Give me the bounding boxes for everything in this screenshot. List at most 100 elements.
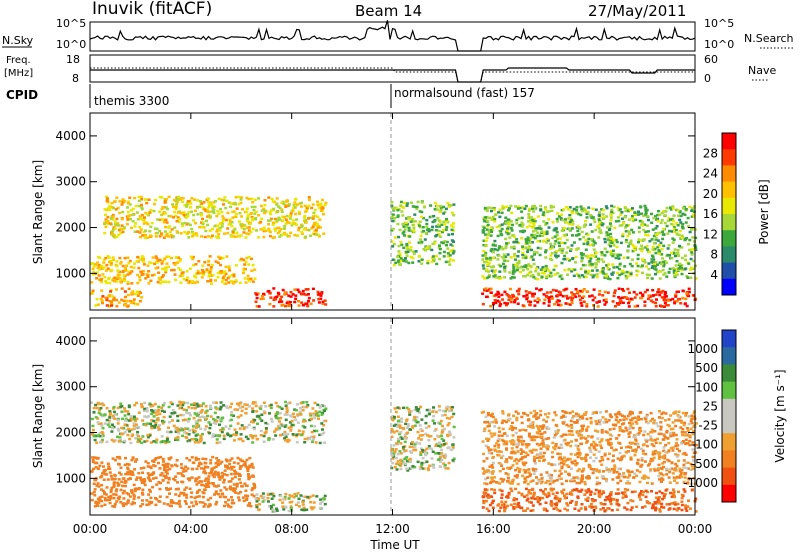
velocity-echo-cell xyxy=(178,505,182,508)
power-echo-cell xyxy=(226,227,230,230)
freq-tick-low: 8 xyxy=(72,72,79,85)
power-echo-cell xyxy=(566,273,569,276)
velocity-echo-cell xyxy=(177,431,181,435)
velocity-echo-cell xyxy=(262,434,266,438)
velocity-echo-cell xyxy=(236,456,240,460)
velocity-echo-cell xyxy=(590,505,594,509)
velocity-echo-cell xyxy=(178,407,182,410)
velocity-echo-cell xyxy=(566,504,570,507)
power-echo-cell xyxy=(119,231,123,235)
power-echo-cell xyxy=(641,247,644,250)
power-echo-cell xyxy=(235,207,239,210)
velocity-echo-cell xyxy=(248,405,251,408)
power-echo-cell xyxy=(657,288,661,291)
velocity-echo-cell xyxy=(235,485,239,488)
power-echo-cell xyxy=(498,245,502,248)
power-echo-cell xyxy=(208,271,212,274)
power-echo-cell xyxy=(529,265,533,268)
velocity-echo-cell xyxy=(498,488,502,492)
power-echo-cell xyxy=(570,227,574,230)
power-echo-cell xyxy=(623,265,627,268)
power-echo-cell xyxy=(520,237,524,240)
power-echo-cell xyxy=(303,216,306,219)
power-echo-cell xyxy=(302,228,306,231)
power-echo-cell xyxy=(640,258,644,261)
power-echo-cell xyxy=(612,294,616,298)
velocity-echo-cell xyxy=(117,478,121,481)
power-echo-cell xyxy=(660,253,664,256)
velocity-echo-cell xyxy=(289,506,293,510)
velocity-echo-cell xyxy=(399,452,403,455)
power-echo-cell xyxy=(142,260,146,263)
power-echo-cell xyxy=(602,260,606,264)
power-echo-cell xyxy=(597,214,601,217)
power-echo-cell xyxy=(272,298,276,302)
velocity-echo-cell xyxy=(220,460,224,464)
velocity-echo-cell xyxy=(274,434,278,437)
power-echo-cell xyxy=(493,208,497,211)
power-echo-cell xyxy=(208,210,211,214)
power-echo-cell xyxy=(486,270,490,273)
velocity-echo-cell xyxy=(411,425,415,428)
power-echo-cell xyxy=(246,214,250,217)
power-echo-cell xyxy=(505,205,509,209)
power-echo-cell xyxy=(136,281,140,285)
power-echo-cell xyxy=(413,205,417,209)
velocity-echo-cell xyxy=(288,401,292,404)
velocity-echo-cell xyxy=(143,401,147,405)
power-echo-cell xyxy=(438,210,442,214)
velocity-echo-cell xyxy=(184,502,188,505)
power-echo-cell xyxy=(627,245,630,248)
power-echo-cell xyxy=(195,234,199,237)
power-echo-cell xyxy=(526,236,530,239)
velocity-echo-cell xyxy=(177,499,181,503)
power-echo-cell xyxy=(565,205,569,209)
velocity-echo-cell xyxy=(393,415,396,419)
power-echo-cell xyxy=(186,231,190,234)
velocity-echo-cell xyxy=(251,410,255,413)
power-echo-cell xyxy=(574,255,578,259)
velocity-echo-cell xyxy=(232,489,236,493)
power-echo-cell xyxy=(408,235,412,238)
power-echo-cell xyxy=(569,217,573,220)
cpid-segment-2: normalsound (fast) 157 xyxy=(394,86,535,100)
power-echo-cell xyxy=(582,225,586,228)
power-echo-cell xyxy=(139,217,143,220)
power-echo-cell xyxy=(568,220,572,224)
velocity-echo-cell xyxy=(431,450,435,453)
velocity-echo-cell xyxy=(270,420,274,423)
velocity-echo-cell xyxy=(296,421,300,424)
power-echo-cell xyxy=(506,253,510,256)
power-echo-cell xyxy=(451,252,455,255)
power-echo-cell xyxy=(182,213,186,217)
power-echo-cell xyxy=(273,229,277,232)
velocity-echo-cell xyxy=(220,430,224,434)
power-echo-cell xyxy=(422,248,426,251)
power-echo-cell xyxy=(126,282,130,285)
power-echo-cell xyxy=(571,210,575,213)
velocity-echo-cell xyxy=(93,494,97,497)
power-echo-cell xyxy=(236,195,240,199)
velocity-echo-cell xyxy=(650,490,653,493)
velocity-echo-cell xyxy=(688,507,692,510)
power-echo-cell xyxy=(662,227,666,231)
velocity-echo-cell xyxy=(527,468,531,471)
velocity-echo-cell xyxy=(202,441,206,445)
power-echo-cell xyxy=(673,275,677,279)
velocity-echo-cell xyxy=(168,415,172,418)
velocity-echo-cell xyxy=(238,427,242,430)
velocity-echo-cell xyxy=(195,422,199,425)
velocity-echo-cell xyxy=(96,497,100,500)
velocity-echo-cell xyxy=(390,427,394,431)
power-echo-cell xyxy=(663,301,667,305)
power-echo-cell xyxy=(250,257,253,261)
power-echo-cell xyxy=(104,218,108,221)
power-echo-cell xyxy=(297,226,301,230)
velocity-echo-cell xyxy=(396,460,400,463)
power-echo-cell xyxy=(680,236,684,240)
velocity-echo-cell xyxy=(104,473,108,476)
velocity-echo-cell xyxy=(400,437,404,440)
power-echo-cell xyxy=(154,198,158,202)
power-echo-cell xyxy=(406,223,409,226)
velocity-echo-cell xyxy=(391,461,395,465)
